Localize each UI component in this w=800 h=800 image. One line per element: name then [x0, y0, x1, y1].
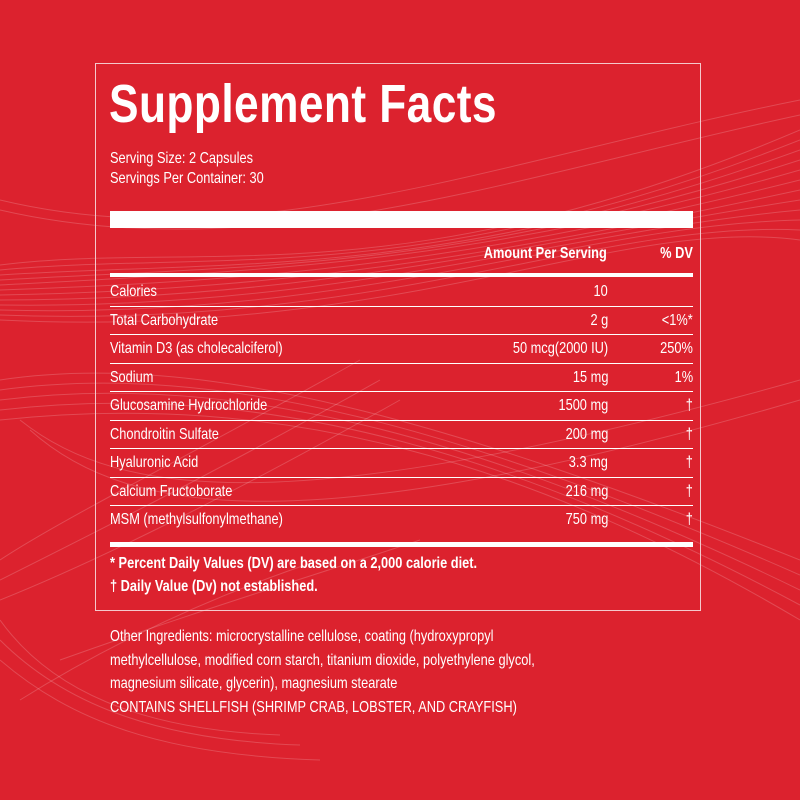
footnote-daily-values: * Percent Daily Values (DV) are based on…	[110, 555, 478, 572]
table-row: Calories 10	[110, 278, 693, 307]
nutrient-dv: 1%	[674, 368, 694, 386]
table-row: Sodium 15 mg 1%	[110, 364, 694, 392]
nutrient-amount: 3.3 mg	[568, 454, 608, 471]
table-row: Total Carbohydrate 2 g <1%*	[110, 307, 693, 335]
nutrient-dv: †	[685, 425, 693, 443]
header-divider	[110, 273, 693, 277]
nutrient-amount: 50 mcg(2000 IU)	[512, 340, 608, 357]
nutrient-dv: <1%*	[662, 311, 693, 329]
footnote-not-established: † Daily Value (Dv) not established.	[110, 578, 318, 595]
nutrient-dv: †	[685, 511, 693, 528]
supplement-facts-panel: Supplement Facts Serving Size: 2 Capsule…	[95, 63, 701, 611]
nutrient-name: MSM (methylsulfonylmethane)	[110, 511, 283, 528]
nutrient-amount: 216 mg	[565, 482, 608, 500]
panel-title: Supplement Facts	[109, 74, 497, 134]
nutrient-amount: 1500 mg	[558, 397, 608, 414]
nutrient-amount: 750 mg	[565, 511, 608, 528]
column-header-amount: Amount Per Serving	[483, 245, 607, 262]
footer-divider	[110, 542, 693, 547]
nutrient-dv: †	[685, 482, 693, 500]
table-row: Vitamin D3 (as cholecalciferol) 50 mcg(2…	[110, 335, 693, 364]
nutrient-name: Calcium Fructoborate	[110, 482, 233, 500]
other-ingredients: Other Ingredients: microcrystalline cell…	[110, 625, 730, 719]
nutrient-name: Hyaluronic Acid	[110, 454, 199, 471]
nutrient-dv: †	[685, 454, 693, 471]
nutrient-name: Total Carbohydrate	[110, 311, 219, 329]
table-row: Calcium Fructoborate 216 mg †	[110, 478, 693, 506]
nutrient-name: Glucosamine Hydrochloride	[110, 397, 268, 414]
table-row: Chondroitin Sulfate 200 mg †	[110, 421, 693, 449]
column-header-dv: % DV	[660, 245, 693, 262]
table-row: Glucosamine Hydrochloride 1500 mg †	[110, 392, 693, 421]
nutrient-amount: 200 mg	[565, 425, 608, 443]
other-ingredients-line: Other Ingredients: microcrystalline cell…	[110, 628, 494, 645]
serving-size: Serving Size: 2 Capsules	[110, 150, 254, 167]
other-ingredients-line: methylcellulose, modified corn starch, t…	[110, 651, 535, 669]
thick-divider	[110, 211, 693, 228]
other-ingredients-line: magnesium silicate, glycerin), magnesium…	[110, 675, 398, 692]
allergen-warning: CONTAINS SHELLFISH (SHRIMP CRAB, LOBSTER…	[110, 698, 517, 716]
table-row: MSM (methylsulfonylmethane) 750 mg †	[110, 506, 693, 535]
nutrient-name: Calories	[110, 283, 157, 300]
nutrient-table: Calories 10 Total Carbohydrate 2 g <1%* …	[110, 278, 693, 535]
nutrient-dv: †	[685, 397, 693, 414]
nutrient-name: Chondroitin Sulfate	[110, 425, 219, 443]
nutrient-name: Vitamin D3 (as cholecalciferol)	[110, 340, 283, 357]
servings-per-container: Servings Per Container: 30	[110, 170, 264, 187]
nutrient-amount: 15 mg	[572, 368, 608, 386]
nutrient-amount: 2 g	[590, 311, 608, 329]
nutrient-dv: 250%	[660, 340, 693, 357]
nutrient-amount: 10	[593, 283, 608, 300]
table-row: Hyaluronic Acid 3.3 mg †	[110, 449, 693, 478]
nutrient-name: Sodium	[110, 368, 154, 386]
